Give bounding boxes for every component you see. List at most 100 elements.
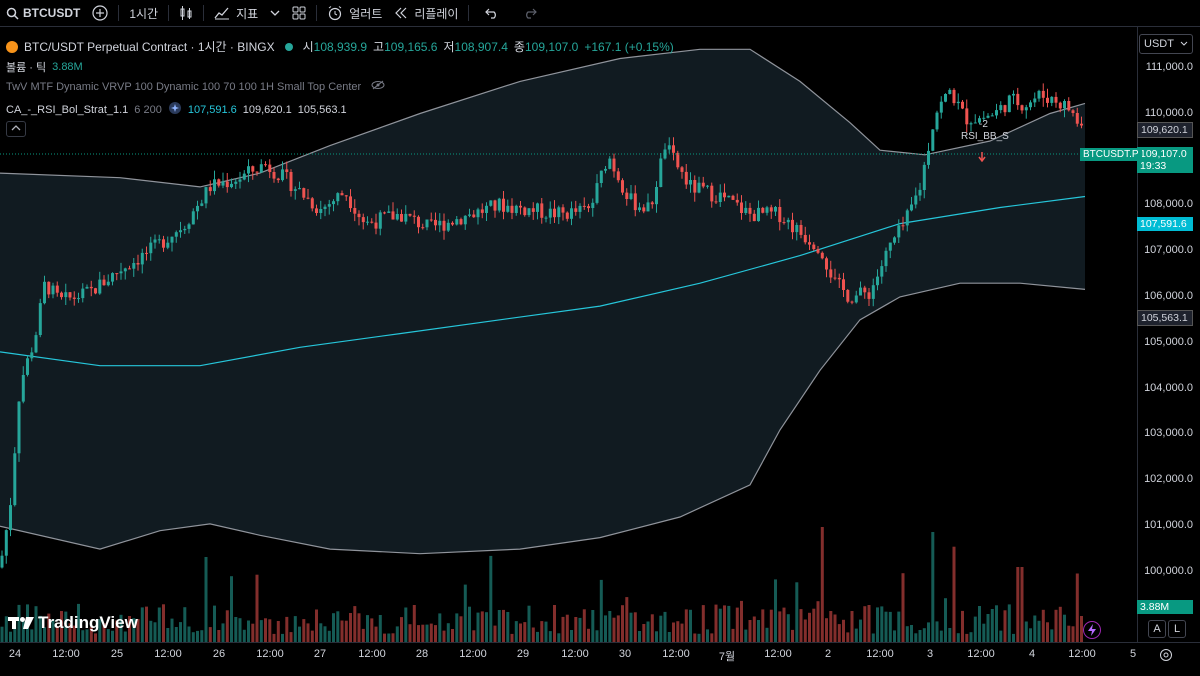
volume-bar — [884, 611, 888, 642]
candle-body — [30, 352, 34, 359]
candle-body — [472, 214, 476, 218]
volume-bar — [655, 631, 658, 642]
price-axis[interactable]: 111,000.0 110,000.0 108,000.0 107,000.0 … — [1137, 27, 1200, 642]
candle-body — [1080, 123, 1083, 126]
candle-body — [820, 252, 824, 259]
brand-label: TradingView — [38, 613, 138, 632]
candle-body — [850, 301, 854, 303]
time-axis[interactable]: 24 12:00 25 12:00 26 12:00 27 12:00 28 12:00 29 12:… — [0, 642, 1200, 667]
currency-select[interactable]: USDT — [1139, 34, 1193, 54]
candle-body — [599, 170, 603, 183]
candle-body — [1058, 102, 1062, 109]
volume-bar — [986, 614, 990, 642]
volume-bar — [578, 617, 582, 642]
interval-button[interactable]: 1시간 — [129, 6, 159, 21]
redo-button[interactable] — [511, 0, 549, 26]
candle-body — [842, 279, 845, 290]
lightning-icon[interactable] — [1083, 621, 1101, 639]
volume-bar — [21, 621, 25, 642]
volume-legend[interactable]: 볼륨 · 틱 3.88M — [6, 59, 83, 75]
volume-bar — [752, 616, 756, 642]
price-chart[interactable] — [0, 27, 1137, 642]
divider — [168, 5, 170, 21]
replay-button[interactable]: 리플레이 — [388, 0, 464, 26]
candle-body — [791, 219, 794, 233]
volume-bar — [816, 601, 820, 642]
vrvp-legend[interactable]: TwV MTF Dynamic VRVP 100 Dynamic 100 70 … — [6, 80, 385, 93]
volume-bar — [81, 630, 85, 642]
symbol-search[interactable]: BTCUSDT — [0, 0, 86, 26]
volume-bar — [820, 527, 824, 642]
indicators-button[interactable]: 지표 — [208, 0, 264, 26]
undo-button[interactable] — [473, 0, 511, 26]
candle-body — [476, 209, 480, 218]
candle-body — [999, 105, 1003, 111]
x-tick: 4 — [1028, 648, 1036, 660]
candle-body — [825, 258, 828, 270]
candle-body — [990, 115, 994, 117]
volume-bar — [570, 630, 573, 642]
candle-body — [616, 171, 620, 181]
candle-body — [293, 189, 297, 191]
volume-bar — [893, 630, 896, 642]
candle-body — [587, 206, 590, 209]
indicators-dropdown[interactable] — [264, 0, 286, 26]
volume-bar — [247, 620, 250, 642]
templates-button[interactable] — [286, 0, 312, 26]
chart-pane[interactable] — [0, 27, 1137, 642]
alert-button[interactable]: 얼러트 — [321, 0, 388, 26]
volume-bar — [230, 576, 233, 642]
candle-body — [1020, 105, 1024, 111]
volume-bar — [455, 613, 459, 642]
eye-hidden-icon[interactable] — [371, 80, 385, 93]
volume-bar — [213, 605, 216, 642]
candle-body — [659, 158, 663, 187]
volume-bar — [485, 612, 488, 642]
volume-bar — [115, 620, 119, 642]
x-tick: 28 — [415, 648, 429, 660]
volume-bar — [901, 573, 905, 642]
x-tick: 12:00 — [561, 648, 589, 660]
volume-bar — [255, 574, 259, 642]
volume-bar — [1033, 615, 1037, 642]
volume-bar — [595, 630, 599, 642]
volume-bar — [540, 621, 544, 642]
candle-body — [264, 164, 267, 166]
candle-body — [349, 196, 352, 209]
chart-type-button[interactable] — [173, 0, 199, 26]
candle-body — [225, 181, 229, 188]
volume-bar — [1054, 609, 1058, 642]
volume-bar — [561, 616, 565, 642]
candle-body — [570, 208, 573, 219]
volume-bar — [293, 616, 297, 642]
y-tick: 105,000.0 — [1144, 336, 1193, 348]
candle-body — [812, 244, 816, 250]
candle-body — [115, 273, 119, 275]
candle-body — [191, 211, 195, 225]
log-scale-button[interactable]: L — [1168, 620, 1186, 638]
volume-bar — [978, 606, 981, 642]
candle-body — [629, 193, 633, 199]
volume-bar — [910, 625, 913, 642]
volume-bar — [565, 614, 569, 642]
auto-scale-button[interactable]: A — [1148, 620, 1166, 638]
volume-bar — [217, 630, 221, 642]
tradingview-logo[interactable]: TradingView — [8, 613, 138, 633]
volume-bar — [880, 606, 884, 642]
volume-bar — [425, 624, 429, 642]
volume-bar — [961, 610, 964, 642]
compare-button[interactable] — [86, 0, 114, 26]
candle-body — [608, 158, 612, 169]
volume-bar — [765, 627, 769, 642]
strategy-legend[interactable]: CA_-_RSI_Bol_Strat_1.1 6 200 107,591.6 1… — [6, 101, 347, 118]
volume-bar — [9, 631, 12, 642]
settings-icon[interactable] — [1159, 648, 1173, 662]
volume-bar — [672, 622, 675, 642]
volume-bar — [676, 621, 680, 642]
collapse-legend-button[interactable] — [6, 121, 26, 137]
volume-bar — [591, 610, 595, 642]
volume-bar — [502, 609, 505, 642]
volume-bar — [128, 616, 131, 642]
replay-label: 리플레이 — [414, 6, 459, 21]
volume-bar — [353, 606, 357, 642]
